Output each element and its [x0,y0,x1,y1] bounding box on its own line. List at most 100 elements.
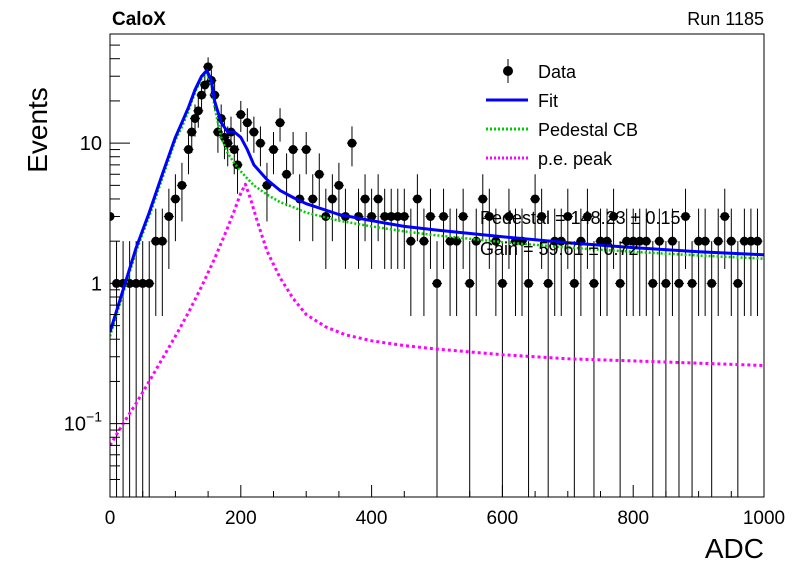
data-marker [654,236,664,246]
data-marker [504,211,514,221]
data-point [163,188,174,269]
data-marker [674,278,684,288]
legend-entry-fit: Fit [486,91,558,111]
data-point [562,188,573,269]
legend-label: Fit [538,91,558,111]
data-marker [661,278,671,288]
data-point [288,132,299,175]
data-marker [609,211,619,221]
data-marker [288,145,298,155]
data-point [484,188,495,269]
data-point [366,188,377,269]
x-tick-label: 0 [105,508,116,529]
data-marker [687,278,697,288]
data-point [497,241,508,497]
data-marker [242,118,252,128]
data-marker [269,145,278,155]
data-point [647,241,658,497]
data-marker [229,145,239,155]
legend-label: p.e. peak [538,149,613,169]
data-point [373,174,384,242]
data-marker [327,194,337,204]
data-marker [164,211,174,221]
data-point [399,188,410,269]
data-marker [367,211,377,221]
data-marker [177,180,187,190]
data-marker [739,236,749,246]
data-marker [726,236,736,246]
data-point [340,188,351,269]
data-marker [694,236,704,246]
data-point [199,74,210,99]
data-marker [373,194,383,204]
x-tick-label: 400 [356,508,388,529]
data-point [314,153,325,207]
data-marker [458,211,468,221]
data-point [438,188,449,269]
data-point [170,174,181,242]
data-marker [445,236,455,246]
data-point [242,108,253,142]
data-marker [752,236,762,246]
data-point [503,188,514,269]
legend-entry-ped: Pedestal CB [486,120,638,140]
data-marker [615,278,625,288]
series-layer [110,57,764,497]
data-point [745,208,756,316]
data-point [379,188,390,269]
data-point [608,188,619,269]
legend: Data Fit Pedestal CB p.e. peak [486,59,638,169]
data-point [176,162,187,222]
data-point [418,208,429,316]
data-point [268,132,279,175]
data-marker [386,211,396,221]
data-marker [197,90,207,100]
data-point [261,162,272,222]
data-marker [667,236,677,246]
data-marker [641,236,651,246]
data-marker [602,236,612,246]
data-point [137,241,148,497]
data-marker [301,145,311,155]
data-point [294,174,305,242]
data-point [281,153,292,207]
data-point [595,208,606,316]
data-marker [491,236,501,246]
fit-curve [110,68,764,333]
data-marker [720,211,730,221]
data-marker [497,278,507,288]
data-marker [380,211,390,221]
data-point [235,100,246,133]
y-tick-label: 10−1 [64,409,102,436]
data-point [667,208,678,316]
legend-entry-data: Data [503,59,577,83]
data-point [490,208,501,316]
data-marker [131,278,141,288]
data-marker [144,278,154,288]
data-point [628,208,639,316]
data-marker [596,236,605,246]
data-marker [406,236,416,246]
data-point [327,174,338,242]
data-marker [393,211,403,221]
data-point [405,208,416,316]
data-marker [321,211,331,221]
data-point [464,241,475,497]
data-point [752,208,763,316]
data-marker [275,118,285,128]
data-marker [452,236,462,246]
x-tick-label: 200 [225,508,257,529]
gain-annotation: Gain = 59.61 ± 0.72 [480,239,639,259]
data-point [706,241,717,497]
data-marker [255,138,265,148]
data-point [615,241,626,497]
data-point [654,208,665,316]
data-point [634,208,645,316]
data-marker [589,278,599,288]
y-axis-title: Events [22,87,53,173]
data-point [150,208,161,316]
data-point [360,174,371,242]
data-point [346,126,357,167]
data-marker [439,211,449,221]
